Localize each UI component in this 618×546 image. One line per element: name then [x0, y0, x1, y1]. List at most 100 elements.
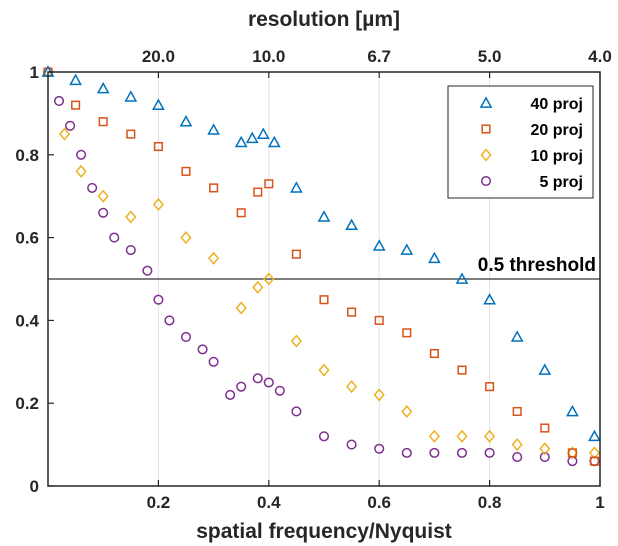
point-40-proj — [588, 429, 601, 442]
point-40-proj — [267, 135, 281, 148]
point-5-proj — [53, 95, 65, 107]
point-40-proj — [290, 181, 303, 193]
point-5-proj — [236, 381, 247, 392]
point-5-proj — [252, 373, 263, 384]
point-40-proj — [400, 243, 414, 255]
point-10-proj — [180, 231, 192, 245]
y-tick-label: 0.2 — [15, 394, 39, 413]
point-5-proj — [318, 431, 330, 442]
point-20-proj — [236, 208, 246, 218]
point-20-proj — [429, 348, 439, 359]
y-tick-label: 0.6 — [15, 229, 39, 248]
point-20-proj — [291, 249, 301, 259]
plot-frame — [47, 71, 601, 487]
point-5-proj — [180, 331, 192, 343]
point-20-proj — [347, 307, 357, 317]
point-10-proj — [263, 272, 275, 286]
point-40-proj — [483, 293, 496, 305]
point-20-proj — [126, 129, 136, 139]
point-5-proj — [87, 182, 98, 193]
point-10-proj — [235, 301, 247, 315]
point-20-proj — [98, 117, 108, 127]
point-40-proj — [124, 90, 138, 102]
threshold-label: 0.5 threshold — [478, 255, 596, 276]
point-20-proj — [209, 183, 219, 193]
point-20-proj — [253, 187, 263, 197]
point-10-proj — [58, 127, 71, 141]
point-20-proj — [374, 315, 384, 325]
point-5-proj — [291, 406, 302, 417]
point-40-proj — [455, 272, 469, 284]
point-20-proj — [264, 179, 274, 189]
top-tick-label: 5.0 — [478, 47, 502, 66]
point-40-proj — [538, 363, 552, 375]
point-40-proj — [152, 98, 165, 110]
point-10-proj — [208, 251, 220, 265]
point-5-proj — [65, 120, 76, 131]
top-axis-title: resolution [µm] — [248, 8, 400, 31]
threshold-layer: 0.5 threshold — [48, 255, 600, 280]
point-40-proj — [245, 131, 259, 144]
point-10-proj — [318, 363, 330, 377]
series-40-proj — [41, 65, 601, 442]
legend-marker-10-proj — [480, 148, 492, 162]
legend-label-5-proj: 5 proj — [539, 174, 583, 191]
point-5-proj — [456, 447, 468, 458]
legend: 40 proj 20 proj 10 proj 5 proj — [447, 85, 594, 199]
legend-box — [447, 85, 594, 199]
point-5-proj — [539, 451, 550, 463]
point-10-proj — [484, 429, 496, 443]
point-10-proj — [373, 388, 385, 402]
point-40-proj — [256, 127, 270, 139]
point-10-proj — [588, 446, 601, 460]
point-5-proj — [142, 265, 153, 276]
legend-marker-40-proj — [479, 96, 493, 108]
point-10-proj — [97, 189, 109, 203]
point-20-proj — [589, 456, 600, 466]
y-tick-label: 0.8 — [15, 146, 39, 165]
point-10-proj — [428, 429, 440, 443]
legend-label-40-proj: 40 proj — [531, 96, 583, 113]
marks-layer — [41, 65, 601, 467]
point-10-proj — [152, 197, 164, 212]
legend-label-20-proj: 20 proj — [531, 122, 583, 139]
point-40-proj — [317, 210, 331, 222]
point-40-proj — [207, 123, 220, 135]
point-5-proj — [374, 443, 385, 454]
point-20-proj — [402, 328, 412, 338]
point-20-proj — [540, 423, 550, 433]
point-5-proj — [225, 389, 236, 400]
x-tick-label: 0.4 — [257, 493, 281, 512]
top-tick-label: 10.0 — [252, 47, 285, 66]
point-5-proj — [153, 294, 164, 305]
x-tick-label: 0.8 — [478, 493, 502, 512]
point-20-proj — [71, 100, 81, 110]
point-40-proj — [179, 115, 193, 127]
point-40-proj — [428, 251, 441, 264]
point-5-proj — [346, 439, 357, 450]
point-20-proj — [457, 365, 467, 375]
point-40-proj — [510, 330, 524, 342]
point-5-proj — [76, 149, 87, 160]
y-tick-label: 0.4 — [15, 311, 39, 330]
point-10-proj — [252, 280, 264, 294]
point-10-proj — [456, 429, 468, 443]
top-tick-label: 6.7 — [367, 47, 391, 66]
ticks-layer: 0.2 0.4 0.6 0.8 1 0 0.2 0.4 0.6 0.8 1 20.0 10.0 6.7 5.… — [15, 47, 611, 512]
point-40-proj — [96, 81, 110, 94]
point-5-proj — [197, 344, 208, 355]
point-20-proj — [512, 406, 522, 417]
point-5-proj — [512, 451, 523, 463]
x-tick-label: 0.2 — [147, 493, 171, 512]
top-tick-label: 20.0 — [142, 47, 175, 66]
x-tick-label: 1 — [595, 493, 604, 512]
point-5-proj — [164, 315, 175, 326]
point-40-proj — [345, 218, 358, 231]
point-5-proj — [429, 447, 440, 458]
point-10-proj — [346, 380, 358, 394]
point-20-proj — [567, 448, 577, 458]
point-5-proj — [208, 356, 219, 367]
y-tick-label: 1 — [30, 63, 39, 82]
point-5-proj — [274, 385, 285, 396]
